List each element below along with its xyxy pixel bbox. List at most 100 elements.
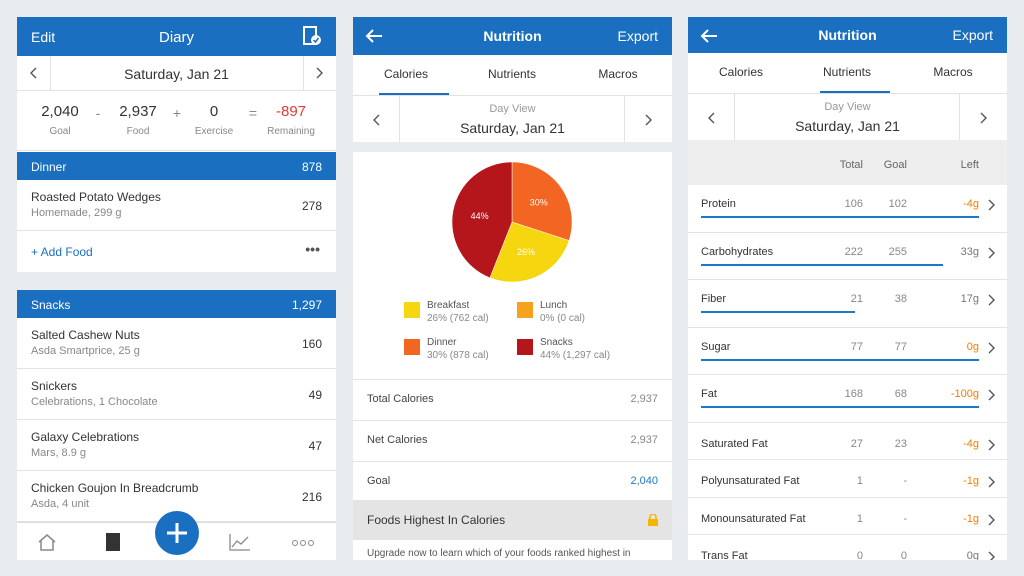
column-header: Goal: [883, 159, 907, 171]
nutrients-screen: Nutrition Export Calories Nutrients Macros Da…: [688, 17, 1007, 560]
progress-bar: [701, 406, 979, 408]
column-header: Total: [839, 159, 863, 171]
row-chevron[interactable]: [985, 293, 997, 307]
add-button[interactable]: [155, 511, 199, 555]
row-chevron[interactable]: [985, 198, 997, 212]
row-chevron[interactable]: [985, 513, 997, 527]
nutrient-name[interactable]: Polyunsaturated Fat: [701, 475, 800, 487]
nutrient-total: 0: [856, 550, 863, 560]
more-tab[interactable]: [291, 535, 315, 546]
pie-slice: [511, 161, 573, 241]
row-chevron[interactable]: [985, 341, 997, 355]
chevron-icon: [988, 199, 995, 211]
divider: [353, 420, 672, 421]
prev-day[interactable]: [371, 113, 383, 127]
nutrient-name[interactable]: Monounsaturated Fat: [701, 512, 806, 525]
prev-day[interactable]: [28, 66, 40, 80]
save-icon[interactable]: [303, 26, 321, 46]
date: Saturday, Jan 21: [460, 120, 565, 136]
food-calories: 160: [301, 337, 322, 351]
row-chevron[interactable]: [985, 475, 997, 489]
divider: [688, 231, 1007, 233]
divider: [353, 95, 672, 96]
food-name[interactable]: Roasted Potato Wedges: [31, 190, 161, 204]
nutrient-left: -100g: [950, 388, 979, 400]
summary-value: -897: [275, 103, 307, 120]
edit-button[interactable]: Edit: [31, 29, 56, 45]
view-selector[interactable]: Day View: [489, 103, 536, 115]
back-button[interactable]: [365, 28, 383, 44]
food-name[interactable]: Chicken Goujon In Breadcrumb: [31, 481, 199, 495]
legend-detail: 30% (878 cal): [427, 350, 489, 361]
divider: [688, 421, 1007, 423]
food-detail: Asda, 4 unit: [31, 498, 90, 510]
export-button[interactable]: Export: [617, 28, 658, 44]
legend-swatch: [517, 302, 533, 318]
table-header: [688, 140, 1007, 185]
divider: [959, 93, 960, 140]
row-chevron[interactable]: [985, 388, 997, 402]
home-tab[interactable]: [37, 533, 57, 551]
row-label: Net Calories: [367, 434, 428, 446]
meal-calories: 878: [301, 160, 322, 174]
nutrient-name[interactable]: Carbohydrates: [701, 245, 774, 258]
tab[interactable]: Calories: [718, 65, 763, 79]
progress-tab[interactable]: [229, 533, 251, 551]
chevron-icon: [988, 342, 995, 353]
back-button[interactable]: [700, 28, 718, 44]
nutrient-name[interactable]: Sugar: [701, 340, 731, 353]
divider: [399, 95, 400, 142]
nutrient-total: 21: [850, 293, 863, 305]
add-food[interactable]: + Add Food: [31, 245, 93, 259]
divider: [17, 230, 336, 231]
nutrient-goal: 38: [894, 293, 907, 305]
legend-detail: 0% (0 cal): [540, 313, 586, 324]
food-name[interactable]: Salted Cashew Nuts: [31, 328, 140, 342]
summary-label: Food: [126, 126, 150, 137]
tab-bar: [17, 511, 336, 560]
summary-label: Exercise: [194, 126, 234, 137]
meal-header: [17, 290, 336, 318]
progress-bar: [701, 358, 979, 361]
tab[interactable]: Nutrients: [822, 65, 872, 79]
meal-name: Dinner: [31, 160, 67, 174]
next-day[interactable]: [977, 111, 989, 125]
tab[interactable]: Calories: [383, 67, 428, 81]
chevron-icon: [373, 114, 380, 126]
export-button[interactable]: Export: [952, 27, 993, 43]
divider: [17, 150, 336, 151]
view-selector[interactable]: Day View: [824, 101, 871, 113]
nutrient-name[interactable]: Fat: [701, 388, 717, 400]
upgrade-text: Upgrade now to learn which of your foods…: [367, 548, 631, 559]
tab[interactable]: Nutrients: [487, 67, 537, 81]
food-name[interactable]: Galaxy Celebrations: [31, 430, 140, 444]
pie-chart: 30% 26% 44%: [451, 161, 573, 283]
food-name[interactable]: Snickers: [31, 379, 78, 393]
nutrient-left: -4g: [963, 198, 979, 210]
prev-day[interactable]: [706, 111, 718, 125]
row-chevron[interactable]: [985, 246, 997, 260]
diary-tab[interactable]: [105, 532, 121, 552]
nutrient-name[interactable]: Protein: [701, 198, 736, 210]
nutrient-goal: -: [903, 475, 907, 487]
date: Saturday, Jan 21: [795, 118, 900, 134]
tab[interactable]: Macros: [933, 65, 973, 79]
calories-screen: Nutrition Export Calories Nutrients Macros Da…: [353, 17, 672, 560]
divider: [734, 93, 735, 140]
tab[interactable]: Macros: [598, 67, 638, 81]
next-day[interactable]: [642, 113, 654, 127]
nutrient-name[interactable]: Trans Fat: [701, 550, 748, 560]
divider: [688, 93, 1007, 94]
legend-name: Dinner: [427, 337, 457, 348]
food-detail: Asda Smartprice, 25 g: [31, 345, 140, 357]
divider: [353, 379, 672, 380]
chevron-icon: [988, 514, 995, 525]
header: Edit Diary: [17, 17, 336, 56]
nutrient-name[interactable]: Saturated Fat: [701, 437, 768, 450]
divider: [688, 459, 1007, 460]
nutrient-name[interactable]: Fiber: [701, 293, 727, 305]
row-chevron[interactable]: [985, 550, 997, 560]
row-chevron[interactable]: [985, 438, 997, 452]
divider: [688, 374, 1007, 375]
next-day[interactable]: [313, 66, 325, 80]
